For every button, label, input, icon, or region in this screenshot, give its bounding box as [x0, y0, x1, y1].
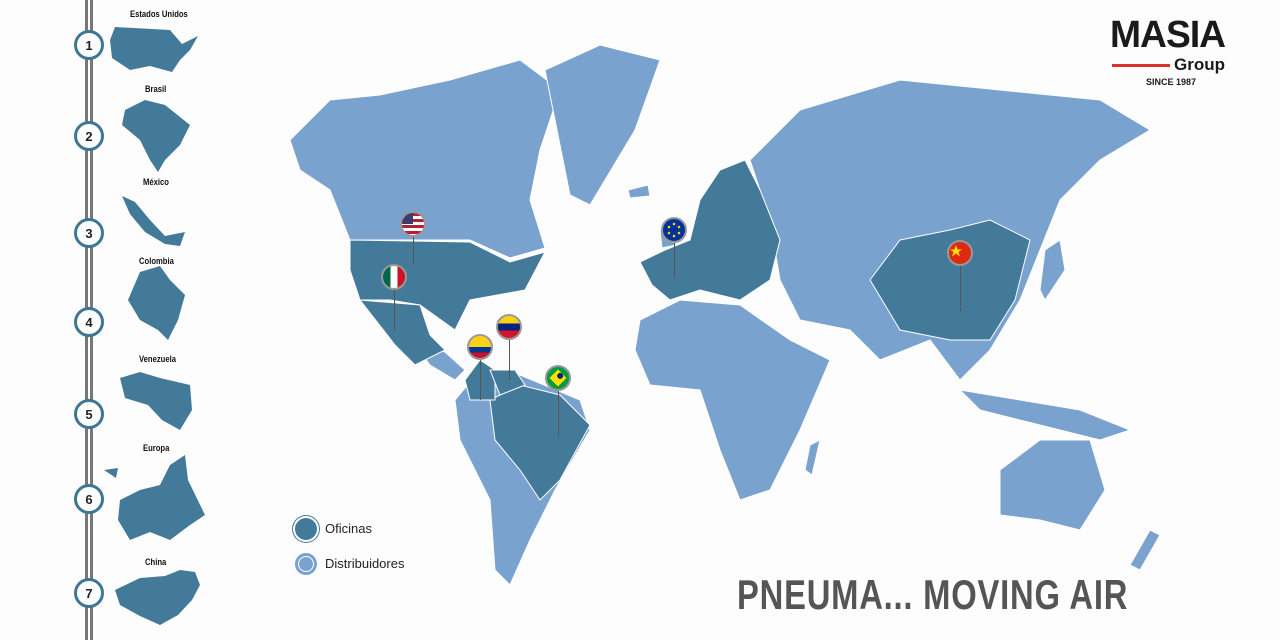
brazil-region [489, 384, 591, 501]
mexico-region [358, 299, 446, 366]
country-label: Europa [143, 443, 170, 453]
colombia-silhouette [128, 266, 185, 340]
legend-label: Oficinas [325, 521, 372, 536]
step-badge-6: 6 [74, 484, 104, 514]
australia [999, 439, 1106, 531]
step-badge-7: 7 [74, 578, 104, 608]
pin-stick [394, 290, 395, 330]
brazil-flag-icon[interactable] [545, 365, 571, 391]
pin-stick [960, 266, 961, 311]
colombia-flag-icon[interactable] [467, 334, 493, 360]
legend-label: Distribuidores [325, 556, 405, 571]
offices-swatch-icon [295, 518, 317, 540]
pin-stick [558, 391, 559, 436]
pin-stick [674, 243, 675, 278]
venezuela-silhouette [120, 372, 192, 430]
step-badge-5: 5 [74, 399, 104, 429]
greenland [544, 44, 661, 206]
pin-stick [413, 236, 414, 264]
logo-red-line [1112, 64, 1170, 67]
mexico-silhouette [122, 196, 185, 246]
china-flag-icon[interactable] [947, 240, 973, 266]
masia-group-logo: MASIA Group SINCE 1987 [1110, 16, 1250, 90]
mexico-flag-icon[interactable] [381, 264, 407, 290]
logo-name: MASIA [1110, 14, 1226, 56]
africa [634, 299, 831, 501]
slogan: PNEUMA... MOVING AIR [737, 571, 1129, 618]
madagascar [804, 439, 821, 476]
country-label: Brasil [145, 84, 167, 94]
logo-sub: Group [1174, 55, 1225, 74]
new-zealand [1129, 529, 1161, 571]
europe-region [639, 159, 781, 301]
china-silhouette [115, 570, 200, 625]
pin-stick [509, 340, 510, 380]
step-badge-1: 1 [74, 30, 104, 60]
usa-silhouette [110, 27, 198, 72]
step-badge-4: 4 [74, 307, 104, 337]
brazil-silhouette [122, 100, 190, 172]
logo-since: SINCE 1987 [1146, 77, 1197, 87]
distributors-swatch-icon [295, 553, 317, 575]
country-label: México [143, 177, 169, 187]
country-label: Estados Unidos [130, 9, 188, 19]
iceland [627, 184, 651, 199]
step-badge-3: 3 [74, 218, 104, 248]
venezuela-region [489, 369, 526, 396]
usa-region [349, 239, 546, 331]
eu-flag-icon[interactable] [661, 217, 687, 243]
country-silhouettes [104, 27, 205, 625]
country-label: Colombia [139, 256, 174, 266]
usa-flag-icon[interactable] [400, 211, 426, 237]
country-label: Venezuela [139, 354, 177, 364]
canada-alaska [289, 59, 561, 259]
pin-stick [480, 360, 481, 400]
japan [1039, 239, 1066, 301]
country-label: China [145, 557, 167, 567]
indonesia [958, 389, 1132, 441]
venezuela-flag-icon[interactable] [496, 314, 522, 340]
europe-silhouette [104, 455, 205, 540]
step-badge-2: 2 [74, 121, 104, 151]
china-region [869, 219, 1031, 341]
